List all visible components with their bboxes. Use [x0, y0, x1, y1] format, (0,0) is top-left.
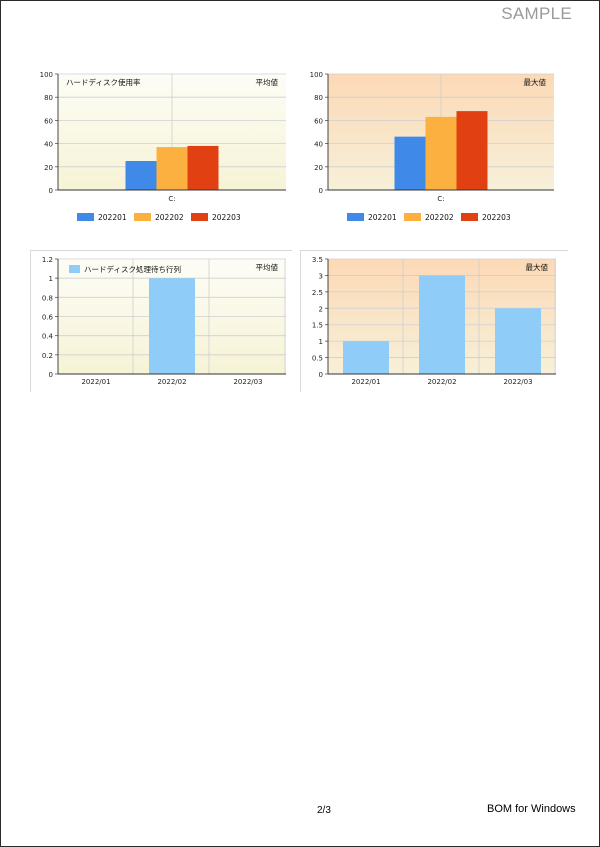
bar — [187, 145, 219, 190]
y-tick-label: 100 — [40, 71, 53, 79]
y-tick-label: 80 — [44, 94, 53, 102]
legend-label: 202203 — [212, 213, 241, 222]
panel-divider — [300, 250, 301, 392]
y-tick-label: 1.2 — [42, 256, 53, 264]
legend-label: 202203 — [482, 213, 511, 222]
x-tick-label: 2022/03 — [233, 378, 262, 386]
panel-divider — [300, 250, 568, 251]
bar — [343, 341, 389, 374]
y-tick-label: 3.5 — [312, 256, 323, 264]
bar — [125, 161, 157, 190]
bar — [149, 278, 195, 374]
legend-label: 202202 — [155, 213, 184, 222]
legend-swatch — [404, 213, 421, 221]
x-tick-label: 2022/02 — [427, 378, 456, 386]
legend-swatch — [191, 213, 208, 221]
y-tick-label: 60 — [44, 117, 53, 125]
legend-label: 202202 — [425, 213, 454, 222]
app-name: BOM for Windows — [487, 803, 576, 815]
y-tick-label: 0.6 — [42, 314, 54, 322]
y-tick-label: 40 — [44, 141, 53, 149]
corner-label: 平均値 — [256, 77, 279, 87]
x-tick-label: 2022/01 — [81, 378, 110, 386]
bar — [156, 147, 188, 190]
y-tick-label: 0 — [49, 187, 53, 195]
bar — [425, 116, 457, 190]
y-tick-label: 0 — [49, 371, 53, 379]
legend-label: 202201 — [98, 213, 127, 222]
y-tick-label: 2.5 — [312, 289, 323, 297]
bar — [495, 308, 541, 374]
y-tick-label: 2 — [319, 305, 323, 313]
y-tick-label: 60 — [314, 117, 323, 125]
panel-divider — [30, 250, 292, 251]
legend-swatch — [77, 213, 94, 221]
legend-label: ハードディスク処理待ち行列 — [84, 264, 181, 274]
y-tick-label: 0.5 — [312, 355, 323, 363]
x-tick-label: C: — [437, 195, 444, 203]
bar — [394, 136, 426, 190]
chart-title: ハードディスク使用率 — [66, 77, 141, 87]
y-tick-label: 20 — [44, 164, 53, 172]
y-tick-label: 80 — [314, 94, 323, 102]
bar — [456, 111, 488, 190]
y-tick-label: 0.8 — [42, 294, 53, 302]
watermark: SAMPLE — [501, 4, 572, 23]
y-tick-label: 20 — [314, 164, 323, 172]
corner-label: 平均値 — [256, 262, 279, 272]
panel-divider — [30, 250, 31, 392]
x-tick-label: 2022/02 — [157, 378, 186, 386]
corner-label: 最大値 — [526, 262, 549, 272]
corner-label: 最大値 — [524, 77, 547, 87]
y-tick-label: 1 — [49, 275, 53, 283]
legend-swatch — [347, 213, 364, 221]
legend-swatch — [461, 213, 478, 221]
y-tick-label: 0.4 — [42, 333, 54, 341]
x-tick-label: 2022/01 — [351, 378, 380, 386]
page-number: 2/3 — [317, 805, 331, 816]
legend-swatch — [69, 265, 80, 273]
y-tick-label: 0.2 — [42, 352, 53, 360]
y-tick-label: 0 — [319, 371, 323, 379]
bar — [419, 275, 465, 374]
y-tick-label: 0 — [319, 187, 323, 195]
y-tick-label: 1 — [319, 338, 323, 346]
legend-label: 202201 — [368, 213, 397, 222]
y-tick-label: 1.5 — [312, 322, 323, 330]
y-tick-label: 40 — [314, 141, 323, 149]
legend-swatch — [134, 213, 151, 221]
y-tick-label: 3 — [319, 272, 323, 280]
x-tick-label: 2022/03 — [503, 378, 532, 386]
x-tick-label: C: — [168, 195, 175, 203]
y-tick-label: 100 — [310, 71, 323, 79]
